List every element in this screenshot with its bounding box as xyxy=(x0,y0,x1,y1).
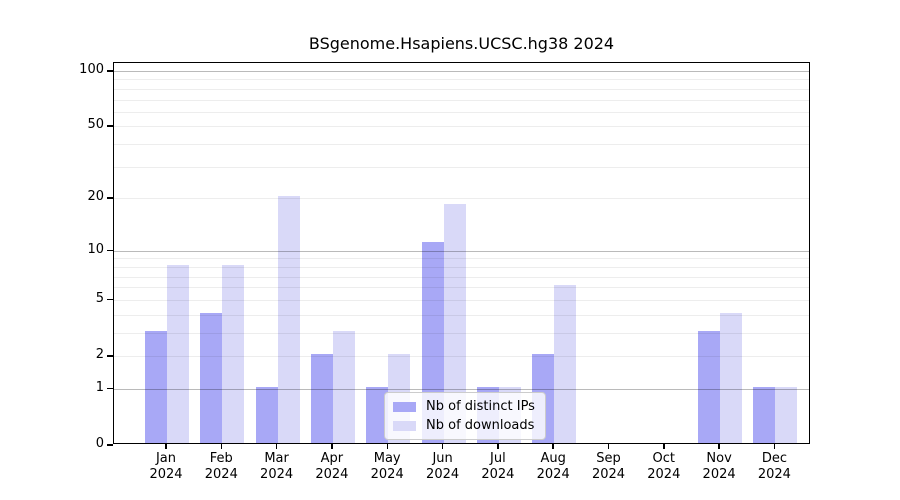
y-tick xyxy=(107,197,113,199)
x-tick xyxy=(165,444,167,449)
x-tick xyxy=(386,444,388,449)
gridline-70 xyxy=(114,99,809,101)
bar-downloads-mar xyxy=(277,196,300,443)
gridline-100 xyxy=(114,71,809,72)
x-tick-label-jul: Jul 2024 xyxy=(481,451,515,482)
x-tick-label-nov: Nov 2024 xyxy=(702,451,736,482)
gridline-8 xyxy=(114,266,809,268)
gridline-80 xyxy=(114,88,809,90)
gridline-50 xyxy=(114,126,809,128)
bar-ips-mar xyxy=(255,386,278,443)
gridline-7 xyxy=(114,276,809,278)
y-tick xyxy=(107,70,113,72)
x-tick xyxy=(607,444,610,449)
bar-downloads-jan xyxy=(167,264,189,443)
bar-ips-dec xyxy=(753,386,776,443)
bar-downloads-jun xyxy=(443,204,466,443)
gridline-4 xyxy=(114,314,809,316)
y-tick-label-1: 1 xyxy=(95,379,104,395)
y-tick-label-100: 100 xyxy=(79,62,104,77)
bar-ips-apr xyxy=(310,354,333,443)
bar-downloads-apr xyxy=(332,330,355,443)
legend-label-downloads: Nb of downloads xyxy=(426,418,535,433)
y-tick xyxy=(107,125,113,127)
x-tick xyxy=(552,444,554,449)
x-tick-label-oct: Oct 2024 xyxy=(647,451,681,482)
plot-area: Nb of distinct IPs Nb of downloads xyxy=(113,62,810,444)
y-tick-label-50: 50 xyxy=(87,117,104,133)
gridline-40 xyxy=(114,144,809,146)
y-tick-label-20: 20 xyxy=(87,189,104,205)
x-tick-label-may: May 2024 xyxy=(370,451,404,482)
x-tick-label-aug: Aug 2024 xyxy=(536,451,570,482)
legend-item-downloads: Nb of downloads xyxy=(393,418,535,433)
legend-swatch-ips xyxy=(393,401,416,412)
legend-swatch-downloads xyxy=(393,420,416,431)
bar-ips-feb xyxy=(200,312,223,443)
y-tick-label-0: 0 xyxy=(95,436,104,451)
x-tick-label-jan: Jan 2024 xyxy=(149,451,183,482)
chart-title: BSgenome.Hsapiens.UCSC.hg38 2024 xyxy=(308,34,615,53)
x-tick-label-dec: Dec 2024 xyxy=(757,451,791,482)
gridline-60 xyxy=(114,111,809,113)
y-tick xyxy=(107,444,113,446)
y-tick xyxy=(107,387,113,390)
x-tick xyxy=(275,444,278,449)
y-tick xyxy=(107,355,113,357)
gridline-20 xyxy=(114,198,809,200)
x-tick xyxy=(441,444,444,449)
x-tick xyxy=(220,444,223,449)
gridline-6 xyxy=(114,287,809,289)
gridline-30 xyxy=(114,166,809,168)
gridline-90 xyxy=(114,79,809,81)
x-tick-label-apr: Apr 2024 xyxy=(315,451,349,482)
y-tick-label-2: 2 xyxy=(95,347,104,362)
gridline-2 xyxy=(114,356,809,357)
bar-downloads-aug xyxy=(554,285,577,443)
bar-downloads-dec xyxy=(775,386,798,443)
x-tick-label-feb: Feb 2024 xyxy=(204,451,238,482)
gridline-1 xyxy=(114,388,809,390)
bar-ips-nov xyxy=(698,330,721,443)
bar-downloads-nov xyxy=(720,312,743,443)
x-tick xyxy=(718,444,720,449)
legend-item-ips: Nb of distinct IPs xyxy=(393,399,535,414)
x-tick xyxy=(497,444,499,449)
x-tick-label-jun: Jun 2024 xyxy=(426,451,460,482)
y-tick xyxy=(107,249,113,252)
y-tick-label-5: 5 xyxy=(95,290,104,306)
gridline-3 xyxy=(114,332,809,334)
y-tick xyxy=(107,298,113,301)
x-tick xyxy=(773,444,776,449)
y-tick-label-10: 10 xyxy=(87,241,104,257)
bar-ips-may xyxy=(366,386,389,443)
gridline-5 xyxy=(114,299,809,301)
x-tick xyxy=(331,444,333,449)
bar-downloads-feb xyxy=(222,264,245,443)
x-tick-label-sep: Sep 2024 xyxy=(591,451,626,482)
gridline-9 xyxy=(114,258,809,260)
bar-ips-jan xyxy=(145,330,167,443)
gridline-10 xyxy=(114,250,809,252)
x-tick xyxy=(663,444,665,449)
legend-label-ips: Nb of distinct IPs xyxy=(426,399,535,414)
x-tick-label-mar: Mar 2024 xyxy=(260,451,294,482)
legend: Nb of distinct IPs Nb of downloads xyxy=(384,392,546,440)
